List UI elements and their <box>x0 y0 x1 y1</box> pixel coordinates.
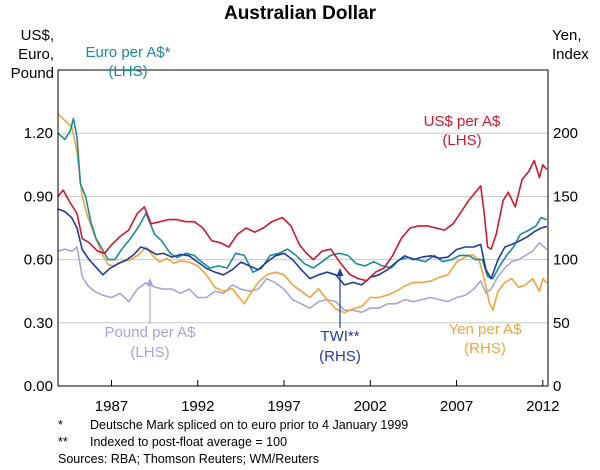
left-axis-label: US$, Euro, Pound <box>11 27 54 82</box>
pound-series-axis-note: (LHS) <box>130 344 169 361</box>
footnote-text: Indexed to post-float average = 100 <box>90 435 288 449</box>
left-tick-labels: 0.00 0.30 0.60 0.90 1.20 <box>24 125 53 395</box>
left-tick-label: 0.30 <box>24 315 53 332</box>
series-line-us-per-a <box>57 159 548 282</box>
yen-series-label: Yen per A$ <box>449 321 523 338</box>
gridlines <box>58 132 548 324</box>
series-line-yen-per-a <box>57 113 548 314</box>
footnote-text: Deutsche Mark spliced on to euro prior t… <box>90 418 409 432</box>
x-tick-label: 2002 <box>354 398 387 415</box>
sources-note: Sources: RBA; Thomson Reuters; WM/Reuter… <box>58 452 319 466</box>
x-tick-label: 1992 <box>181 398 214 415</box>
right-tick-label: 100 <box>553 252 578 269</box>
series-line-euro-per-a <box>57 117 548 280</box>
twi-series-axis-note: (RHS) <box>319 348 361 365</box>
euro-series-label: Euro per A$* <box>85 44 170 61</box>
series-labels: Euro per A$* (LHS) US$ per A$ (LHS) Poun… <box>85 44 522 365</box>
left-axis-label-line: Pound <box>11 65 54 82</box>
series-line-twi <box>57 208 548 286</box>
series-lines <box>57 113 548 314</box>
left-tick-label: 1.20 <box>24 125 53 142</box>
right-axis-label-line: Yen, <box>552 27 581 44</box>
plot-frame <box>57 69 549 387</box>
right-tick-label: 50 <box>553 315 570 332</box>
label-callouts <box>146 268 344 328</box>
chart-title: Australian Dollar <box>224 3 377 24</box>
left-axis-label-line: Euro, <box>18 46 54 63</box>
right-tick-label: 200 <box>553 125 578 142</box>
twi-series-label: TWI** <box>320 328 359 345</box>
right-tick-label: 0 <box>553 378 561 395</box>
right-tick-label: 150 <box>553 188 578 205</box>
series-line-pound-per-a <box>57 241 548 314</box>
left-tick-label: 0.60 <box>24 252 53 269</box>
pound-callout-arrowhead <box>146 278 154 286</box>
pound-series-label: Pound per A$ <box>105 324 197 341</box>
left-tick-label: 0.00 <box>24 378 53 395</box>
euro-series-axis-note: (LHS) <box>108 63 147 80</box>
right-tick-labels: 0 50 100 150 200 <box>553 125 578 395</box>
footnote-marker: ** <box>58 435 68 449</box>
usd-series-label: US$ per A$ <box>424 113 501 130</box>
footnote: * Deutsche Mark spliced on to euro prior… <box>58 417 408 434</box>
x-tick-label: 1997 <box>267 398 300 415</box>
x-tick-labels: 1987 1992 1997 2002 2007 2012 <box>95 380 560 415</box>
right-axis-label: Yen, Index <box>552 27 589 63</box>
left-tick-label: 0.90 <box>24 188 53 205</box>
yen-series-axis-note: (RHS) <box>464 340 506 357</box>
chart-notes: * Deutsche Mark spliced on to euro prior… <box>58 417 408 468</box>
x-tick-label: 2007 <box>440 398 473 415</box>
x-tick-label: 1987 <box>95 398 128 415</box>
footnote: ** Indexed to post-float average = 100 <box>58 434 408 451</box>
left-axis-label-line: US$, <box>21 27 54 44</box>
x-tick-label: 2012 <box>526 398 559 415</box>
right-axis-label-line: Index <box>552 46 589 63</box>
usd-series-axis-note: (LHS) <box>442 132 481 149</box>
twi-callout-arrowhead <box>336 268 344 276</box>
footnote-marker: * <box>58 418 63 432</box>
